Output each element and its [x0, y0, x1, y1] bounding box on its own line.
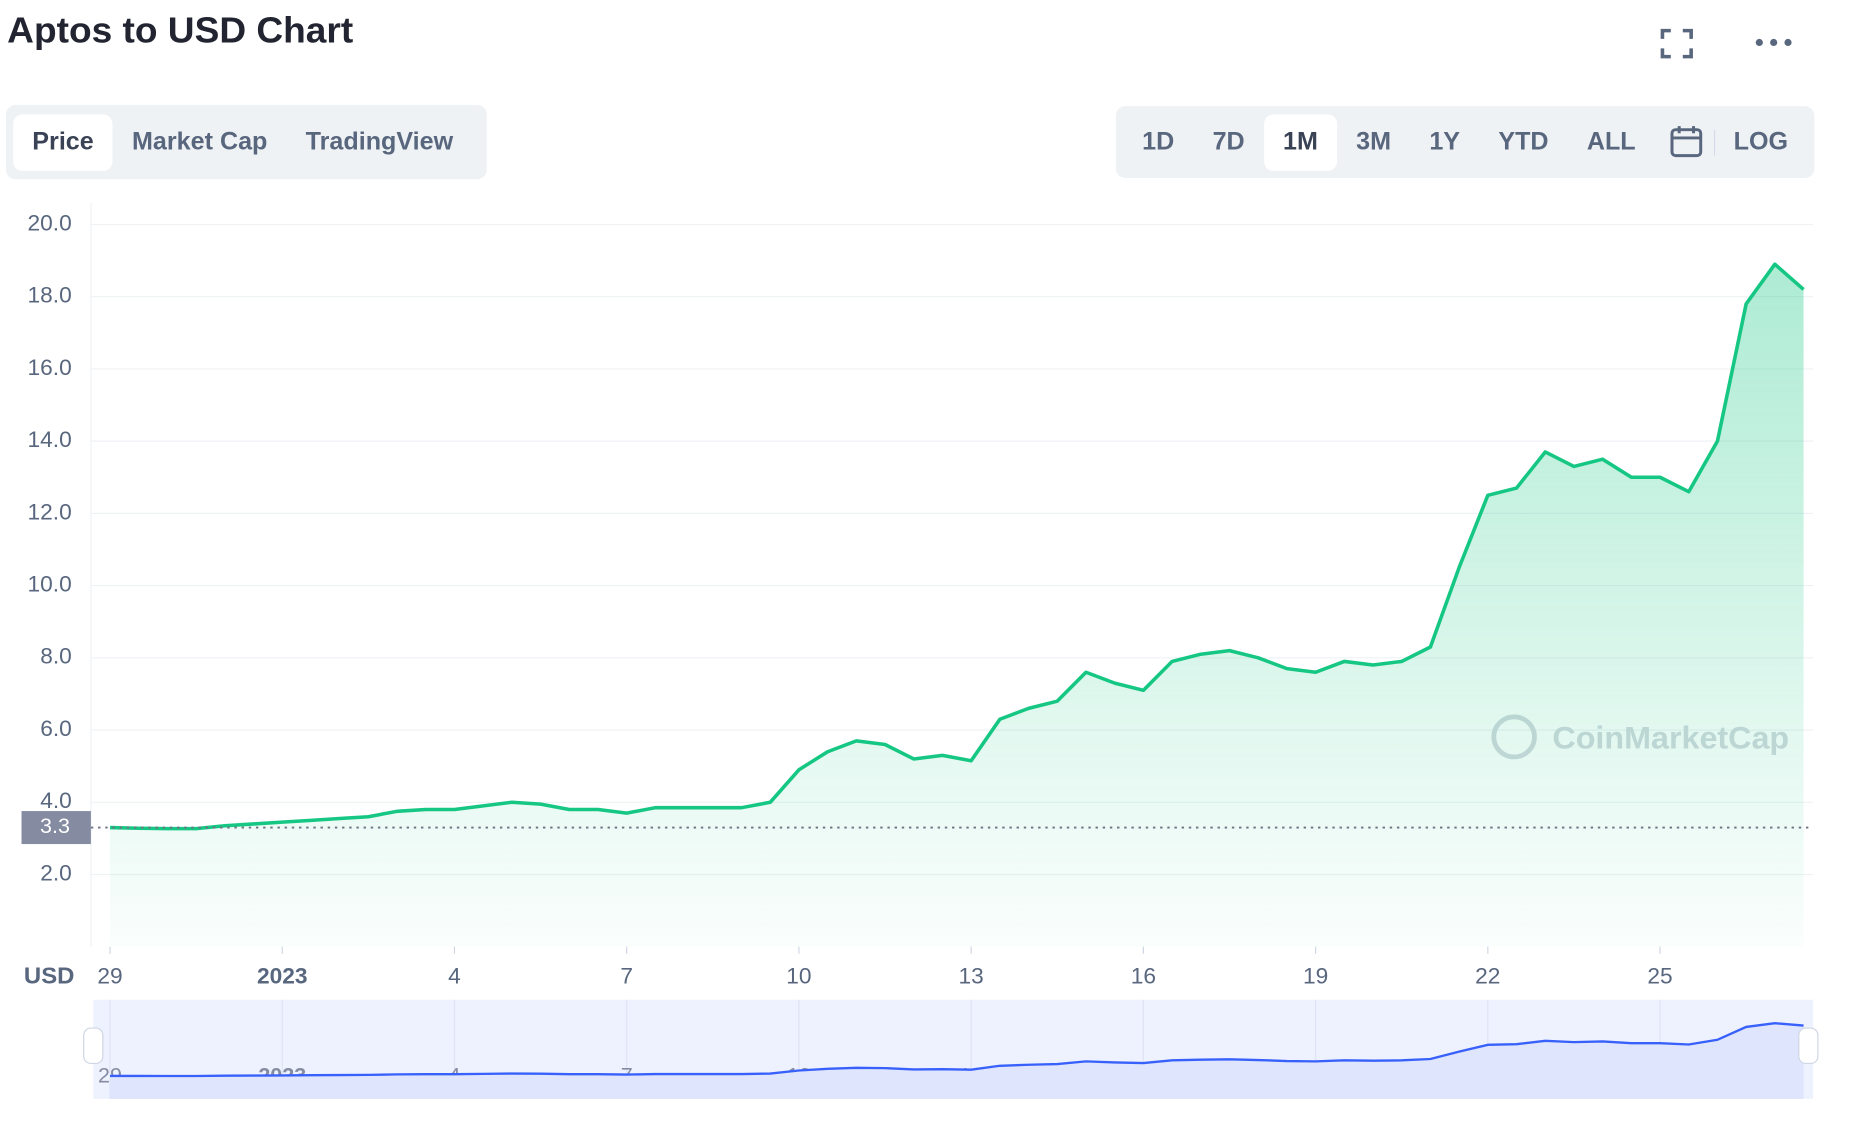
page-title: Aptos to USD Chart — [7, 9, 354, 51]
x-tick-label: 25 — [1647, 963, 1672, 988]
x-tick-label: 16 — [1131, 963, 1156, 988]
current-price-box — [21, 811, 91, 845]
current-price-label: 3.3 — [40, 814, 70, 838]
x-tick-label: 10 — [786, 963, 811, 988]
y-tick-label: 8.0 — [40, 644, 72, 669]
tab[interactable]: TradingView — [305, 127, 454, 156]
navigator-handle[interactable] — [1798, 1027, 1819, 1065]
x-tick-label: 29 — [97, 963, 122, 988]
y-tick-label: 16.0 — [28, 355, 72, 380]
x-tick-label: 7 — [620, 963, 633, 988]
y-tick-label: 18.0 — [28, 283, 72, 308]
y-tick-label: 12.0 — [28, 499, 72, 524]
y-tick-label: 2.0 — [40, 861, 72, 886]
y-tick-label: 20.0 — [28, 211, 72, 236]
range-button[interactable]: 1D — [1142, 127, 1175, 156]
navigator-area — [110, 1023, 1804, 1099]
navigator-line — [110, 1022, 1804, 1078]
navigator-handle[interactable] — [83, 1027, 104, 1065]
range-button[interactable]: 3M — [1356, 127, 1392, 156]
calendar-icon[interactable] — [1655, 124, 1715, 159]
x-tick-label: 2023 — [257, 963, 308, 988]
tab[interactable]: Market Cap — [132, 127, 268, 156]
y-tick-label: 6.0 — [40, 716, 72, 741]
more-icon[interactable] — [1753, 35, 1794, 49]
tab-group: Price Market Cap TradingView — [5, 104, 487, 180]
range-button[interactable]: YTD — [1498, 127, 1549, 156]
y-tick-label: 4.0 — [40, 788, 72, 813]
range-button[interactable]: ALL — [1586, 127, 1636, 156]
log-button[interactable]: LOG — [1733, 127, 1789, 156]
range-group: 1D 7D 1M 3M 1Y YTD ALL LOG — [1115, 106, 1815, 179]
y-tick-label: 14.0 — [28, 427, 72, 452]
tab[interactable]: Price — [13, 113, 113, 171]
x-tick-label: 4 — [448, 963, 461, 988]
x-tick-label: 13 — [959, 963, 984, 988]
x-tick-label: 19 — [1303, 963, 1328, 988]
range-button[interactable]: 1Y — [1429, 127, 1461, 156]
fullscreen-icon[interactable] — [1660, 28, 1693, 59]
price-area — [110, 264, 1804, 947]
y-tick-label: 10.0 — [28, 572, 72, 597]
x-tick-label: 22 — [1475, 963, 1500, 988]
price-line — [109, 262, 1805, 831]
range-button[interactable]: 1M — [1263, 113, 1338, 171]
range-button[interactable]: 7D — [1212, 127, 1245, 156]
y-unit-label: USD — [24, 962, 75, 989]
